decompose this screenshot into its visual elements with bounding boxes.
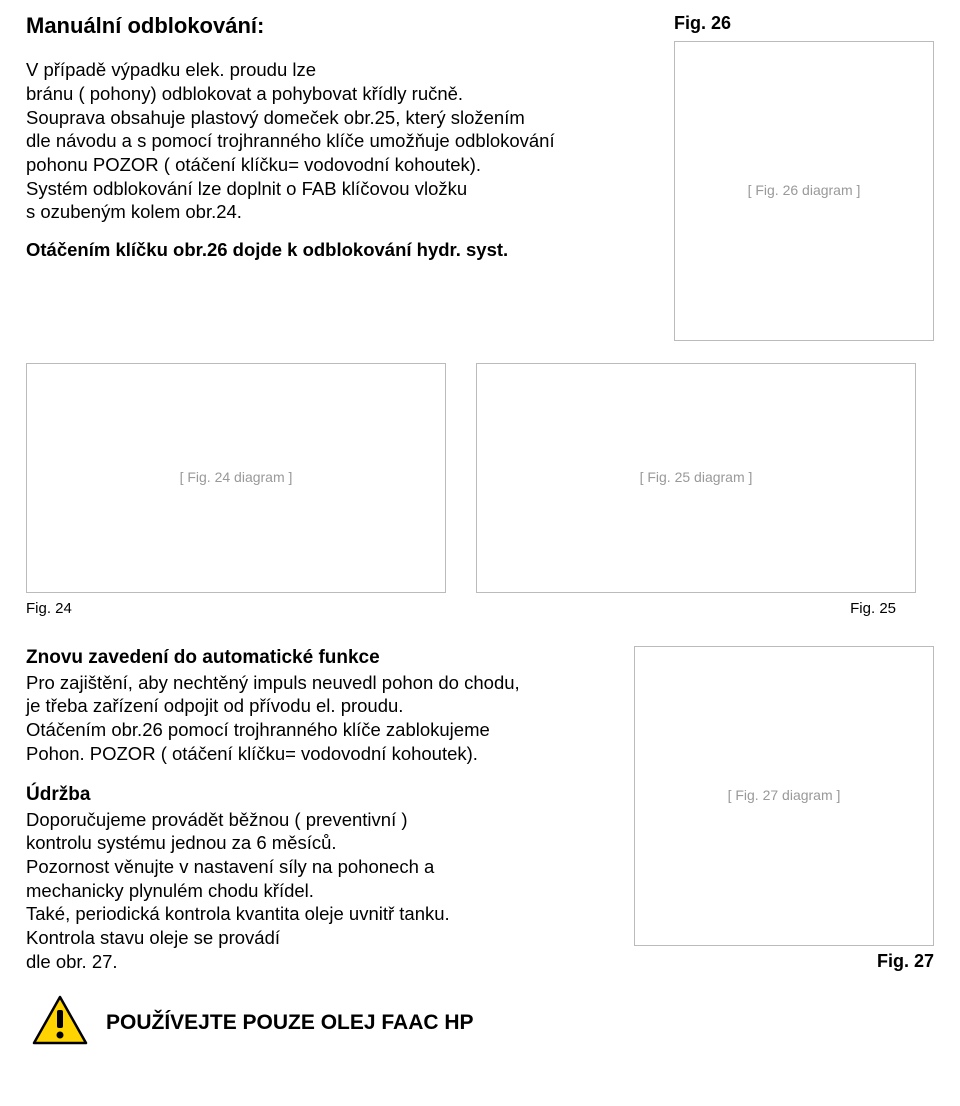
maintenance-title: Údržba bbox=[26, 783, 614, 807]
figure-26-image: [ Fig. 26 diagram ] bbox=[674, 41, 934, 341]
figure-27-image: [ Fig. 27 diagram ] bbox=[634, 646, 934, 946]
warning-icon bbox=[32, 995, 88, 1051]
auto-function-title: Znovu zavedení do automatické funkce bbox=[26, 646, 614, 670]
manual-unlock-title: Manuální odblokování: bbox=[26, 12, 654, 40]
manual-unlock-paragraph: V případě výpadku elek. proudu lze bránu… bbox=[26, 58, 654, 224]
oil-warning-text: POUŽÍVEJTE POUZE OLEJ FAAC HP bbox=[106, 1010, 474, 1037]
maintenance-paragraph: Doporučujeme provádět běžnou ( preventiv… bbox=[26, 808, 614, 974]
auto-function-paragraph: Pro zajištění, aby nechtěný impuls neuve… bbox=[26, 671, 614, 766]
figure-24-image: [ Fig. 24 diagram ] bbox=[26, 363, 446, 593]
figure-27-label: Fig. 27 bbox=[634, 950, 934, 973]
manual-unlock-bold-line: Otáčením klíčku obr.26 dojde k odbloková… bbox=[26, 238, 654, 262]
figure-26-label: Fig. 26 bbox=[674, 12, 934, 35]
figure-24-label: Fig. 24 bbox=[26, 599, 72, 618]
figure-25-image: [ Fig. 25 diagram ] bbox=[476, 363, 916, 593]
figure-25-label: Fig. 25 bbox=[850, 599, 916, 618]
